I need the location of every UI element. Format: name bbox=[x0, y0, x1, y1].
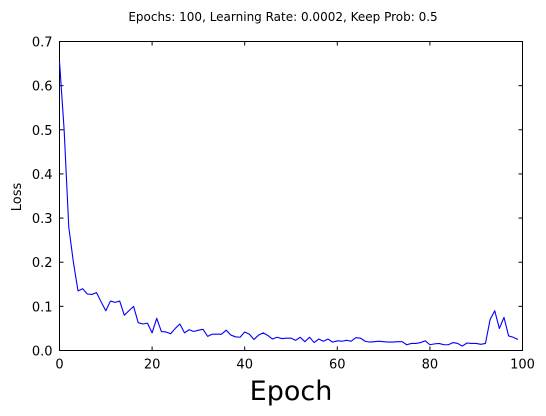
y-tick-label: 0.1 bbox=[32, 300, 53, 315]
x-tick-label: 40 bbox=[236, 358, 253, 373]
loss-line bbox=[58, 61, 519, 347]
series-layer bbox=[58, 61, 519, 347]
x-tick-label: 20 bbox=[144, 358, 161, 373]
plot-frame bbox=[59, 41, 523, 351]
x-axis-label: Epoch bbox=[250, 376, 333, 407]
y-tick-label: 0.6 bbox=[32, 80, 53, 95]
y-axis-ticks: 0.0 0.1 0.2 0.3 0.4 0.5 0.6 0.7 bbox=[32, 36, 523, 360]
y-tick-label: 0.2 bbox=[32, 256, 53, 271]
x-axis-ticks: 0 20 40 60 80 100 bbox=[55, 41, 535, 373]
y-axis-label: Loss bbox=[10, 183, 25, 212]
chart-title: Epochs: 100, Learning Rate: 0.0002, Keep… bbox=[128, 10, 437, 24]
y-tick-label: 0.4 bbox=[32, 168, 53, 183]
y-tick-label: 0.0 bbox=[32, 345, 53, 360]
y-tick-label: 0.3 bbox=[32, 212, 53, 227]
y-tick-label: 0.7 bbox=[32, 36, 53, 51]
y-tick-label: 0.5 bbox=[32, 124, 53, 139]
x-tick-label: 80 bbox=[422, 358, 439, 373]
x-tick-label: 0 bbox=[55, 358, 63, 373]
x-tick-label: 60 bbox=[329, 358, 346, 373]
x-tick-label: 100 bbox=[510, 358, 535, 373]
